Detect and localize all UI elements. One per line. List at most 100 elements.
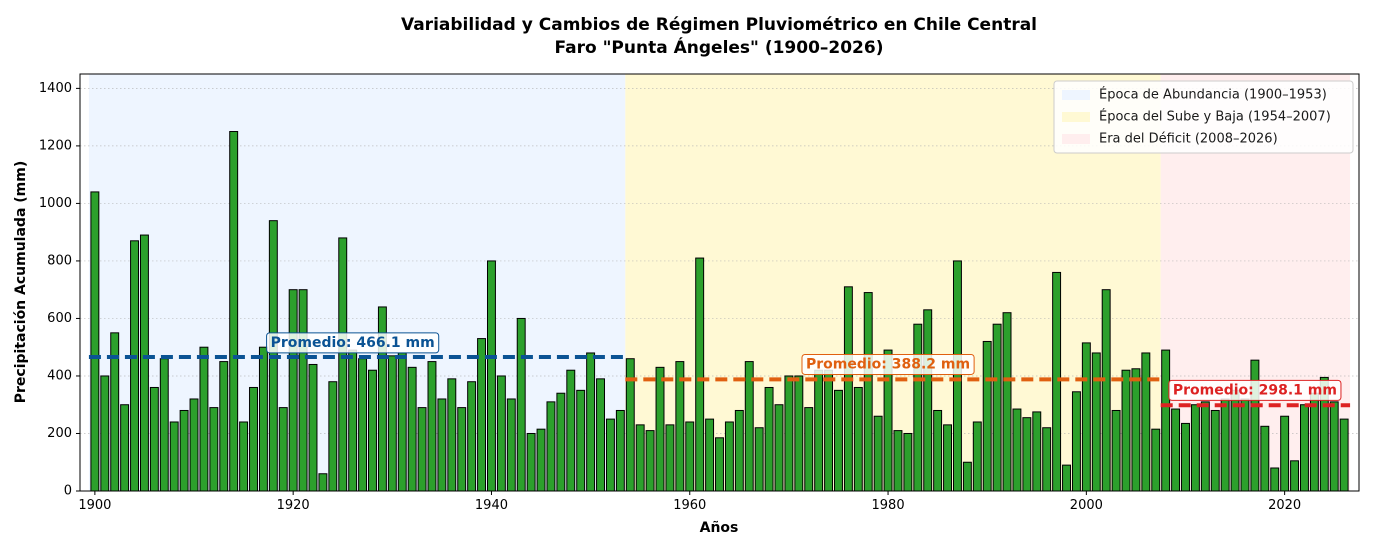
bar-1995 xyxy=(1032,411,1042,492)
bar-1917 xyxy=(258,346,268,492)
bar-1985 xyxy=(933,409,943,492)
bar-2012 xyxy=(1200,401,1210,492)
y-tick-label: 1400 xyxy=(39,81,72,96)
bar-1909 xyxy=(179,409,189,492)
y-tick-label: 200 xyxy=(47,426,72,441)
bar-1964 xyxy=(724,421,734,492)
bar-2011 xyxy=(1190,404,1200,492)
bar-1945 xyxy=(536,428,546,492)
bar-1977 xyxy=(853,386,863,492)
mean-label-2: Promedio: 388.2 mm xyxy=(806,356,970,372)
bar-1962 xyxy=(705,418,715,492)
bar-1940 xyxy=(486,260,496,492)
x-tick-label: 1980 xyxy=(872,498,905,513)
bar-1987 xyxy=(952,260,962,492)
legend-item-2: Época del Sube y Baja (1954–2007) xyxy=(1099,109,1331,125)
bar-1931 xyxy=(397,352,407,492)
x-tick-label: 1900 xyxy=(78,498,111,513)
legend-box xyxy=(1053,80,1354,154)
bar-1998 xyxy=(1062,464,1071,492)
x-tick-label: 2000 xyxy=(1070,498,1103,513)
bar-1910 xyxy=(189,398,199,492)
bar-1960 xyxy=(685,421,695,492)
bar-1937 xyxy=(457,407,467,492)
bar-1997 xyxy=(1052,271,1062,492)
mean-label-1: Promedio: 466.1 mm xyxy=(271,335,435,351)
x-tick-label: 1960 xyxy=(673,498,706,513)
bar-1961 xyxy=(695,257,705,492)
bar-1921 xyxy=(298,289,308,492)
bar-1982 xyxy=(903,432,913,492)
bar-2005 xyxy=(1131,368,1141,492)
bar-2008 xyxy=(1161,349,1171,492)
bar-1955 xyxy=(635,424,645,492)
bar-1933 xyxy=(417,407,427,492)
bar-1988 xyxy=(962,461,972,492)
legend-item-3: Era del Déficit (2008–2026) xyxy=(1099,132,1278,147)
bar-1994 xyxy=(1022,417,1032,492)
bar-1946 xyxy=(546,401,556,492)
x-tick-label: 2020 xyxy=(1268,498,1301,513)
bar-1983 xyxy=(913,323,923,492)
bar-2000 xyxy=(1081,342,1091,492)
bar-1947 xyxy=(556,392,566,492)
bar-1904 xyxy=(130,240,139,492)
y-tick-label: 1000 xyxy=(39,196,72,211)
bar-1903 xyxy=(120,404,130,492)
bar-1976 xyxy=(843,286,853,492)
bar-1974 xyxy=(824,369,834,492)
bar-2002 xyxy=(1101,289,1111,492)
bar-1922 xyxy=(308,363,318,492)
y-tick-label: 1200 xyxy=(39,138,72,153)
bar-2013 xyxy=(1210,409,1220,492)
bar-1930 xyxy=(387,355,397,492)
bar-1948 xyxy=(566,369,576,492)
bar-1981 xyxy=(893,430,903,492)
bar-2018 xyxy=(1260,425,1270,492)
chart-title: Variabilidad y Cambios de Régimen Pluvio… xyxy=(401,15,1037,35)
bar-1920 xyxy=(288,289,298,492)
bar-1986 xyxy=(943,424,953,492)
mean-label-box-2 xyxy=(801,353,975,375)
bar-2010 xyxy=(1181,422,1190,492)
bar-1965 xyxy=(734,409,744,492)
plot-area: Promedio: 466.1 mm Promedio: 388.2 mm Prom… xyxy=(39,73,1360,513)
bar-1996 xyxy=(1042,427,1052,492)
bar-1958 xyxy=(665,424,675,492)
bar-2006 xyxy=(1141,352,1151,492)
bar-1978 xyxy=(863,292,873,492)
bar-1990 xyxy=(982,340,992,492)
mean-label-box-3 xyxy=(1168,379,1342,401)
bar-1901 xyxy=(100,375,110,492)
bar-1952 xyxy=(605,418,615,492)
bar-1950 xyxy=(586,352,596,492)
bar-1969 xyxy=(774,404,784,492)
legend-swatch-2 xyxy=(1062,112,1090,122)
legend-item-1: Época de Abundancia (1900–1953) xyxy=(1099,87,1327,103)
bar-1989 xyxy=(972,421,982,492)
bar-1968 xyxy=(764,386,774,492)
bar-1967 xyxy=(754,427,764,492)
bar-1923 xyxy=(318,473,328,492)
bar-1957 xyxy=(655,366,665,492)
bar-1991 xyxy=(992,323,1002,492)
bar-1907 xyxy=(159,358,169,492)
bar-1939 xyxy=(477,338,487,492)
bar-1999 xyxy=(1071,391,1081,492)
bar-1938 xyxy=(467,381,477,492)
bar-1944 xyxy=(526,432,536,492)
bar-1953 xyxy=(615,409,625,492)
bar-1963 xyxy=(715,437,724,492)
bar-1943 xyxy=(516,317,526,492)
bar-1925 xyxy=(338,237,348,492)
bar-2001 xyxy=(1091,352,1101,492)
legend-swatch-1 xyxy=(1062,90,1090,100)
bar-2016 xyxy=(1240,398,1250,492)
bar-1971 xyxy=(794,375,804,492)
bar-2004 xyxy=(1121,369,1131,492)
bar-1932 xyxy=(407,366,417,492)
bar-2014 xyxy=(1220,398,1230,492)
bar-1934 xyxy=(427,361,437,492)
bar-1951 xyxy=(596,378,605,492)
y-axis-label: Precipitación Acumulada (mm) xyxy=(13,161,29,404)
